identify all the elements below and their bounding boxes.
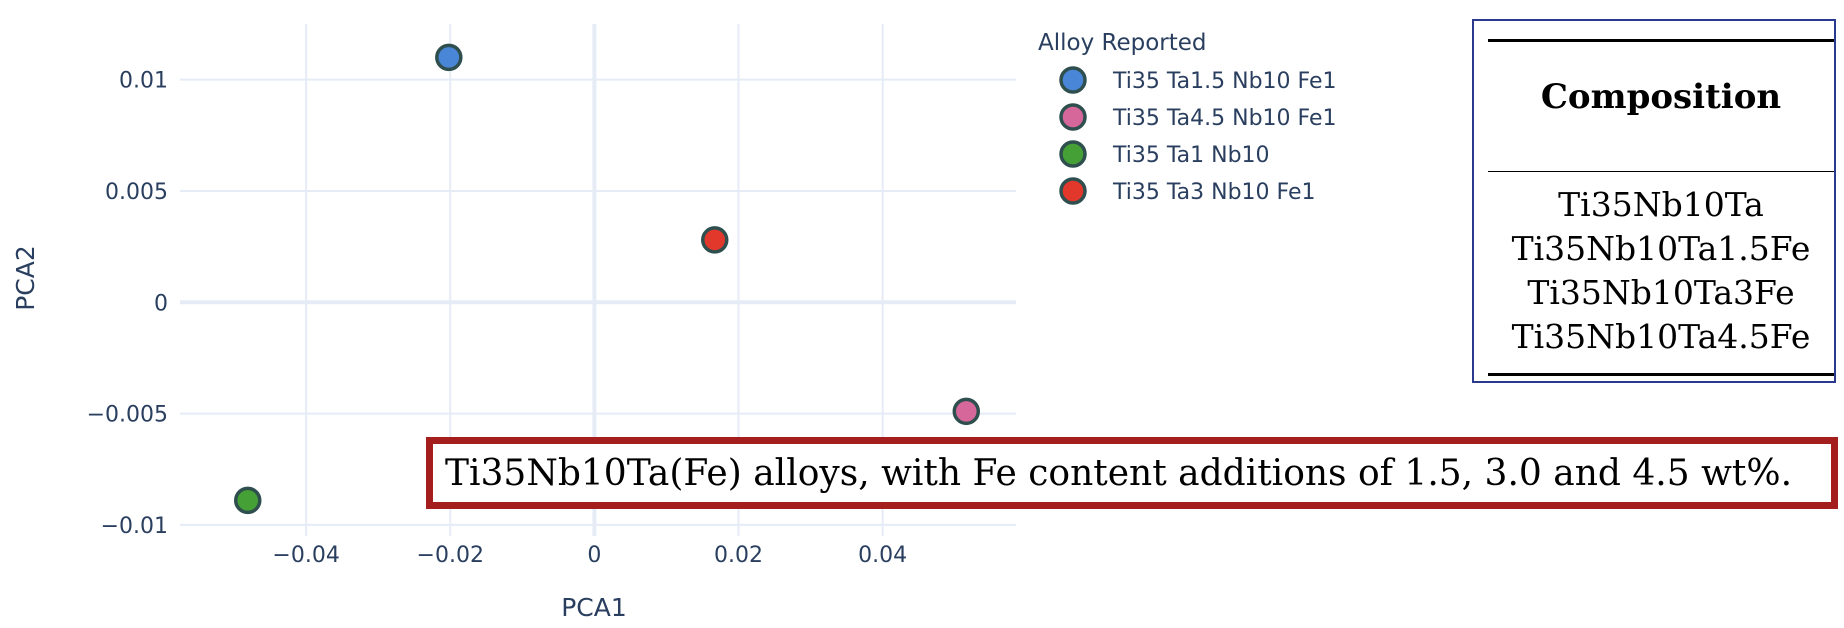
legend-title: Alloy Reported	[1038, 30, 1207, 56]
y-tick-label: 0	[154, 291, 168, 316]
composition-table: Composition Ti35Nb10Ta Ti35Nb10Ta1.5Fe T…	[1472, 19, 1836, 383]
data-point	[952, 397, 981, 426]
legend-marker	[1059, 177, 1087, 205]
table-row: Ti35Nb10Ta1.5Fe	[1511, 229, 1811, 268]
table-body: Ti35Nb10Ta Ti35Nb10Ta1.5Fe Ti35Nb10Ta3Fe…	[1488, 183, 1834, 359]
legend-entry: Ti35 Ta1.5 Nb10 Fe1	[1112, 69, 1337, 94]
y-tick-label: −0.01	[101, 514, 168, 539]
caption-box: Ti35Nb10Ta(Fe) alloys, with Fe content a…	[426, 437, 1838, 509]
table-row: Ti35Nb10Ta	[1558, 185, 1764, 224]
legend-marker	[1059, 103, 1087, 131]
x-axis-title: PCA1	[561, 593, 627, 622]
caption-text: Ti35Nb10Ta(Fe) alloys, with Fe content a…	[445, 452, 1793, 494]
table-row: Ti35Nb10Ta3Fe	[1527, 273, 1795, 312]
legend-entry: Ti35 Ta1 Nb10	[1112, 143, 1270, 168]
y-tick-label: 0.005	[105, 180, 168, 205]
table-mid-rule	[1488, 171, 1834, 172]
x-tick-label: −0.04	[272, 543, 339, 568]
data-point	[701, 226, 729, 254]
table-bottom-rule	[1488, 373, 1834, 376]
grid-lines	[180, 24, 1016, 536]
x-tick-label: 0.04	[858, 543, 907, 568]
y-axis-title: PCA2	[11, 245, 40, 311]
data-point	[435, 43, 463, 72]
table-header: Composition	[1540, 77, 1782, 117]
y-tick-label: −0.005	[87, 403, 168, 428]
legend-marker	[1059, 66, 1087, 94]
y-tick-label: 0.01	[119, 69, 168, 94]
x-tick-label: 0	[587, 543, 601, 568]
axis-ticks: −0.04 −0.02 0 0.02 0.04 −0.01 −0.005 0 0.005 0.01	[87, 69, 908, 568]
x-tick-label: −0.02	[417, 543, 484, 568]
table-row: Ti35Nb10Ta4.5Fe	[1511, 317, 1811, 356]
legend-entry: Ti35 Ta3 Nb10 Fe1	[1112, 180, 1316, 205]
legend: Alloy Reported Ti35 Ta1.5 Nb10 Fe1 Ti35 T…	[1038, 30, 1337, 205]
x-tick-label: 0.02	[714, 543, 763, 568]
legend-entry: Ti35 Ta4.5 Nb10 Fe1	[1112, 106, 1337, 131]
data-points	[233, 43, 981, 515]
data-point	[233, 486, 262, 515]
legend-marker	[1059, 140, 1087, 168]
table-top-rule	[1488, 39, 1834, 42]
